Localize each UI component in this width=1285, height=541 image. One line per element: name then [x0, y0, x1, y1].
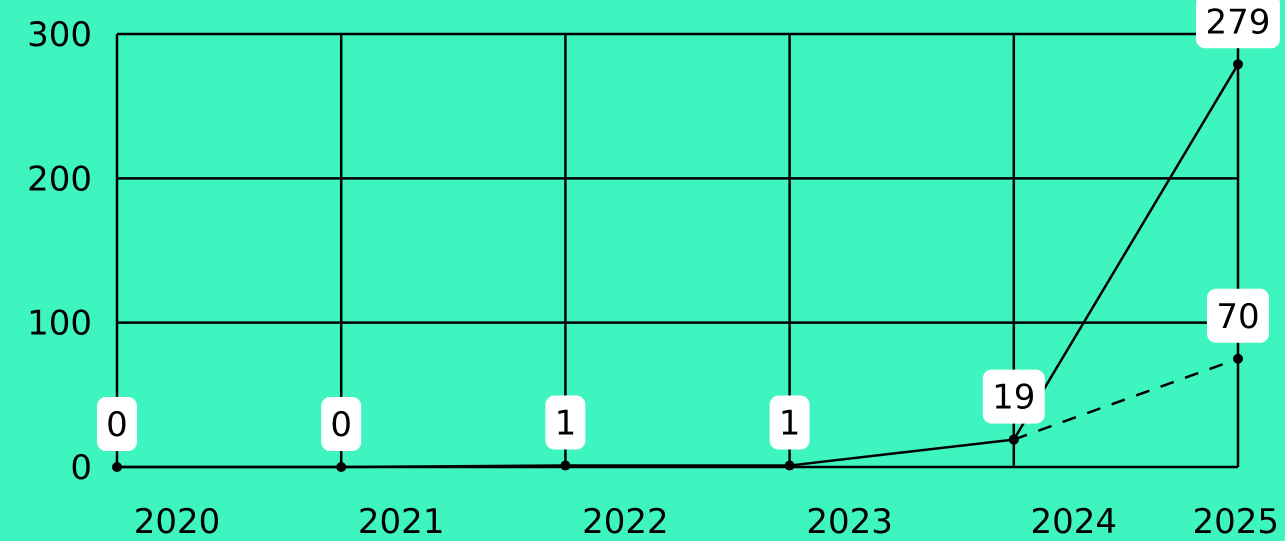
data-label-box — [97, 397, 137, 451]
data-point — [560, 460, 571, 471]
y-tick-label: 300 — [27, 15, 92, 55]
x-tick-label: 2021 — [358, 502, 445, 541]
grid-lines — [115, 32, 1240, 469]
data-label-text: 19 — [992, 378, 1035, 418]
x-tick-label: 2022 — [582, 502, 669, 541]
data-label: 1 — [769, 395, 810, 450]
data-label: 70 — [1207, 288, 1269, 343]
data-label: 1 — [545, 395, 586, 450]
y-tick-label: 100 — [27, 304, 92, 344]
data-label: 279 — [1196, 0, 1280, 49]
x-axis-ticks: 2020 2021 2022 2023 2024 2025 — [134, 502, 1279, 541]
data-label-text: 0 — [106, 405, 128, 445]
data-label-box — [1196, 0, 1280, 49]
data-label-text: 1 — [555, 404, 577, 444]
data-label: 0 — [321, 397, 362, 451]
data-label-box — [1207, 288, 1269, 343]
data-label: 0 — [97, 397, 137, 451]
data-point — [336, 462, 347, 472]
data-label-box — [321, 397, 362, 451]
x-tick-label: 2020 — [134, 502, 221, 541]
data-label: 19 — [982, 369, 1045, 424]
data-label-box — [545, 395, 586, 450]
data-label-box — [769, 395, 810, 450]
y-tick-label: 0 — [70, 448, 92, 488]
data-point — [112, 462, 122, 472]
data-label-text: 279 — [1206, 2, 1271, 42]
data-labels: 0 0 1 1 19 279 70 — [97, 0, 1280, 451]
series-line — [117, 63, 1240, 469]
x-tick-label: 2023 — [806, 502, 893, 541]
series-line-dashed — [1013, 357, 1239, 441]
data-label-text: 1 — [779, 404, 801, 444]
data-label-box — [982, 369, 1045, 424]
data-points — [112, 59, 1243, 472]
x-tick-label: 2024 — [1031, 502, 1118, 541]
data-point — [784, 460, 795, 471]
data-label-text: 0 — [330, 405, 352, 445]
data-point — [1233, 59, 1243, 70]
y-tick-label: 200 — [27, 159, 92, 199]
data-label-text: 70 — [1216, 297, 1259, 337]
data-point — [1233, 353, 1243, 364]
x-tick-label: 2025 — [1192, 502, 1279, 541]
series-lines — [117, 63, 1240, 469]
y-axis-ticks: 0 100 200 300 — [27, 15, 92, 488]
data-point — [1008, 434, 1019, 445]
